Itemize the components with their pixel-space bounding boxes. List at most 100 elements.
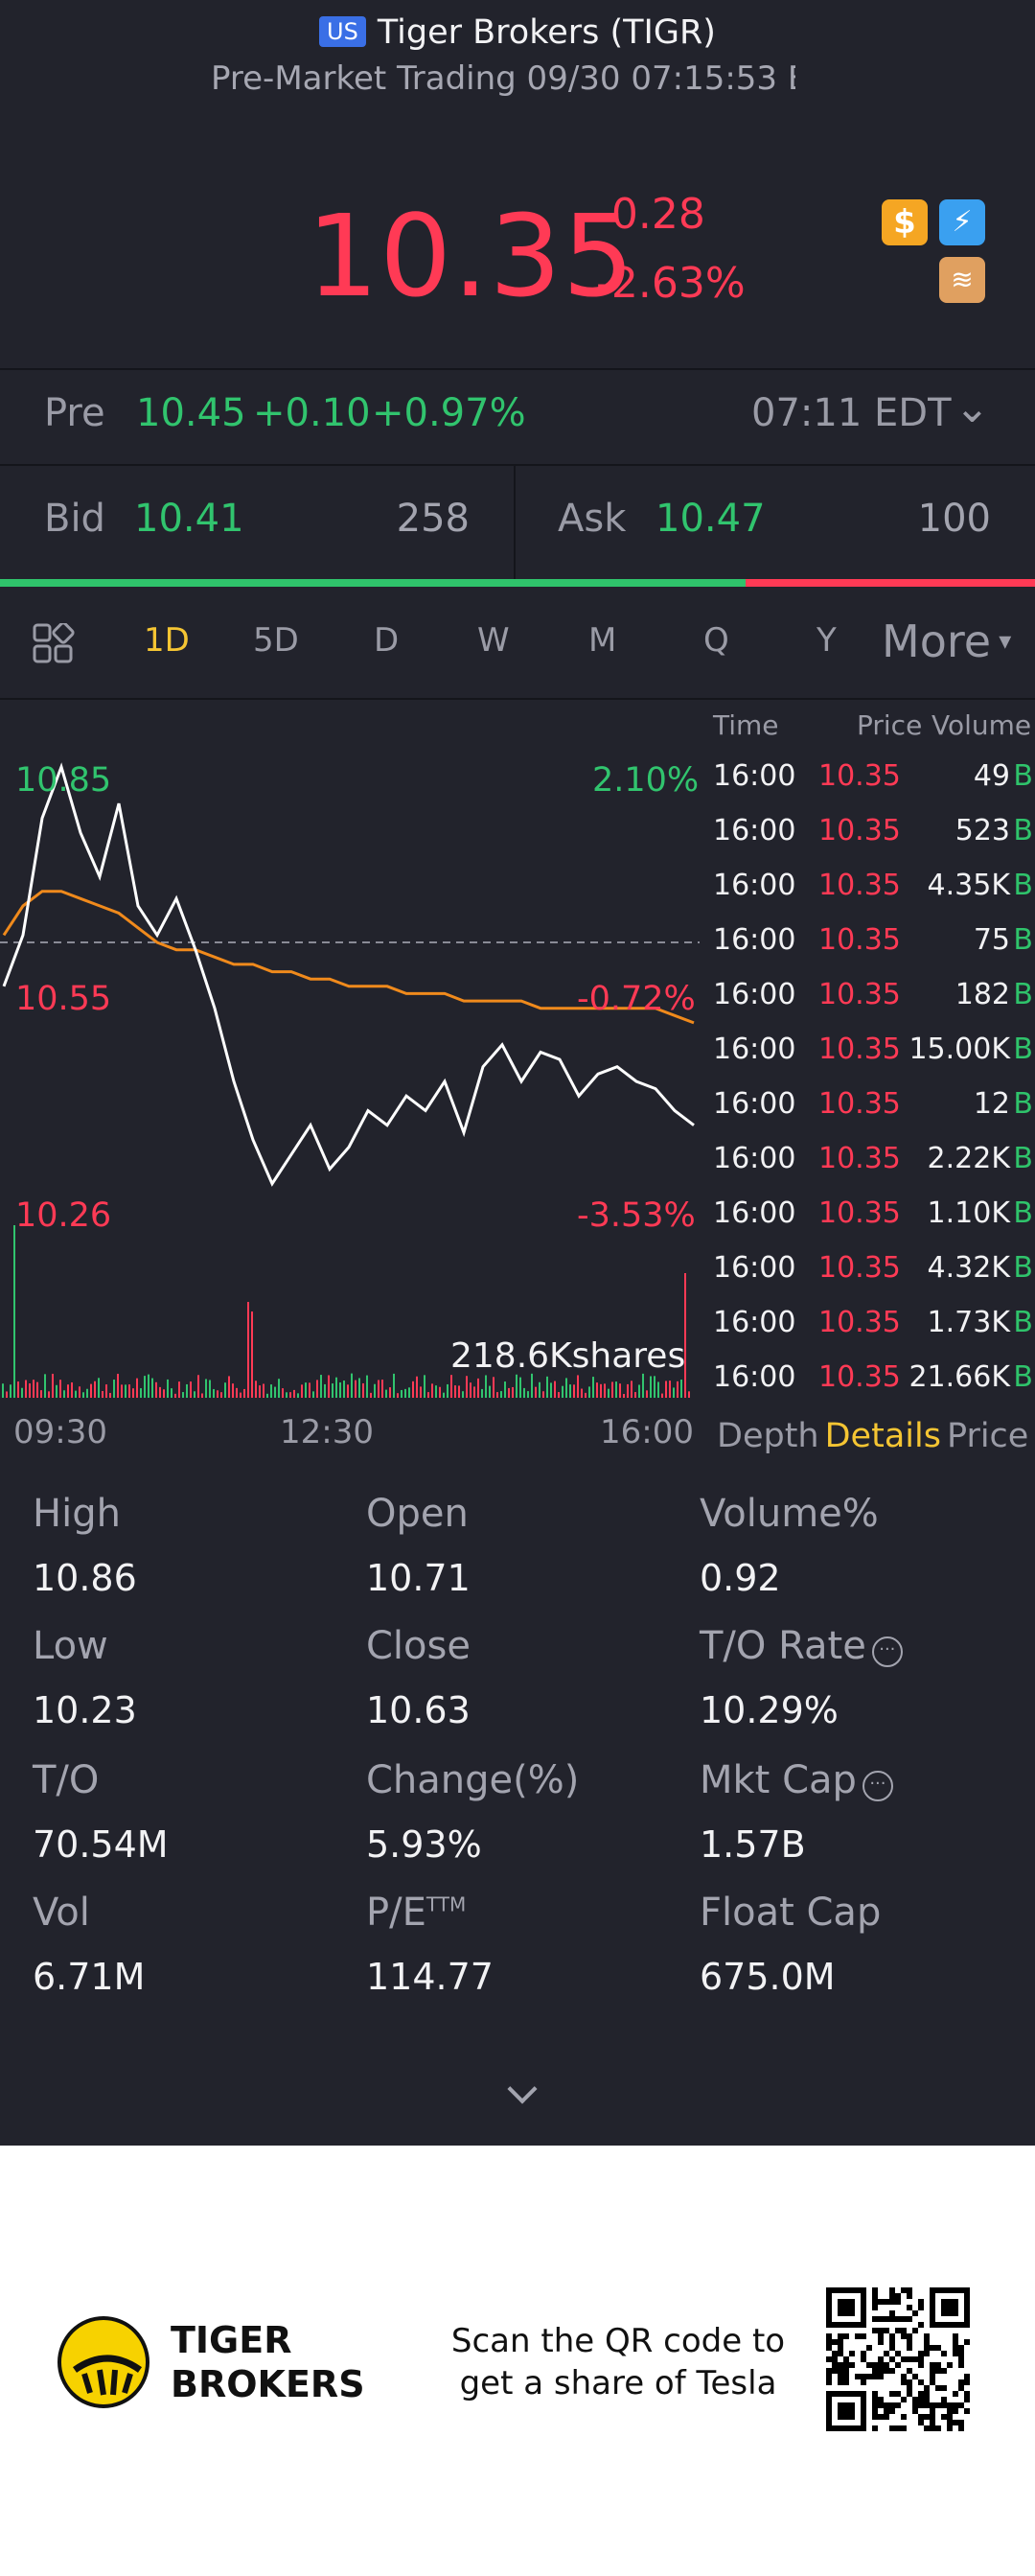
volume-bar: [63, 1390, 65, 1398]
volume-bar: [201, 1393, 203, 1398]
tick-price: 10.35: [818, 1142, 901, 1175]
tick-time: 16:00: [713, 978, 796, 1011]
volume-bar: [155, 1381, 157, 1398]
volume-bar: [638, 1384, 640, 1398]
volume-bar: [71, 1381, 73, 1398]
last-price: 10.35: [307, 190, 635, 322]
tick-volume: 12: [973, 1087, 1010, 1121]
volume-bar: [213, 1388, 215, 1398]
pe-value: 114.77: [366, 1956, 494, 1998]
ask-strength-bar: [746, 579, 1035, 587]
volume-bar: [243, 1388, 245, 1398]
volume-bar: [332, 1383, 334, 1398]
volume-bar: [366, 1375, 368, 1398]
qr-code[interactable]: [826, 2287, 970, 2431]
tick-flag: B: [1013, 814, 1033, 847]
pct-label-mid: -0.72%: [577, 980, 696, 1018]
volume-bar: [611, 1381, 613, 1398]
volume-bar: [128, 1384, 130, 1398]
tick-price: 10.35: [818, 923, 901, 957]
volume-bar: [554, 1381, 556, 1398]
tick-volume: 49: [973, 759, 1010, 793]
volume-bar: [113, 1380, 115, 1398]
tick-row: 16:00 10.35 4.32K B: [709, 1251, 1035, 1306]
tab-q[interactable]: Q: [703, 621, 729, 660]
info-icon[interactable]: ···: [862, 1771, 893, 1801]
volume-pct-label: Volume%: [700, 1492, 879, 1536]
pct-label-top: 2.10%: [592, 761, 700, 800]
tick-flag: B: [1013, 1142, 1033, 1175]
grid-icon[interactable]: [33, 623, 75, 665]
tab-price[interactable]: Price: [946, 1417, 1029, 1455]
tick-price: 10.35: [818, 978, 901, 1011]
layers-icon[interactable]: ≋: [939, 257, 985, 303]
volume-bar: [339, 1382, 341, 1398]
chevron-down-icon[interactable]: ⌄: [954, 383, 990, 432]
intraday-chart[interactable]: [0, 709, 700, 1400]
tick-flag: B: [1013, 978, 1033, 1011]
vol-label: Vol: [33, 1891, 90, 1935]
tab-more-label: More: [882, 615, 992, 667]
tab-1d[interactable]: 1D: [144, 621, 190, 660]
volume-bar: [592, 1377, 594, 1398]
tab-more[interactable]: More ▾: [882, 615, 1012, 667]
volume-bar: [48, 1391, 50, 1398]
float-cap-value: 675.0M: [700, 1956, 836, 1998]
tick-row: 16:00 10.35 12 B: [709, 1087, 1035, 1142]
volume-bar: [397, 1393, 399, 1398]
volume-bar: [182, 1392, 184, 1398]
divider: [514, 466, 516, 581]
volume-bar: [21, 1387, 23, 1398]
dollar-icon[interactable]: $: [882, 199, 928, 245]
volume-bars: [2, 1225, 690, 1398]
volume-bar: [90, 1383, 92, 1398]
volume-bar: [669, 1381, 671, 1398]
volume-bar: [477, 1378, 479, 1398]
tab-m[interactable]: M: [588, 621, 617, 660]
volume-bar: [159, 1386, 161, 1398]
volume-bar: [615, 1381, 617, 1398]
tick-volume: 15.00K: [908, 1033, 1010, 1066]
info-icon[interactable]: ···: [871, 1636, 903, 1667]
volume-bar: [427, 1392, 429, 1398]
expand-chevron-icon[interactable]: [507, 2074, 538, 2104]
volume-bar: [657, 1381, 659, 1398]
volume-bar: [312, 1391, 314, 1398]
tick-time: 16:00: [713, 1306, 796, 1339]
premarket-row[interactable]: Pre 10.45 +0.10 +0.97% 07:11 EDT ⌄: [0, 372, 1035, 464]
tick-time: 16:00: [713, 1033, 796, 1066]
volume-bar: [600, 1383, 602, 1398]
tab-d[interactable]: D: [374, 621, 400, 660]
turnover-rate-text: T/O Rate: [700, 1624, 866, 1668]
tick-flag: B: [1013, 1306, 1033, 1339]
tick-flag: B: [1013, 1033, 1033, 1066]
volume-bar: [385, 1389, 387, 1398]
close-value: 10.63: [366, 1689, 471, 1731]
tab-w[interactable]: W: [477, 621, 510, 660]
tab-details[interactable]: Details: [824, 1417, 941, 1455]
volume-bar: [512, 1386, 514, 1398]
tick-row: 16:00 10.35 15.00K B: [709, 1033, 1035, 1087]
volume-bar: [328, 1375, 330, 1398]
volume-bar: [109, 1392, 111, 1398]
tick-time: 16:00: [713, 923, 796, 957]
turnover-rate-label: T/O Rate ···: [700, 1624, 903, 1668]
tick-row: 16:00 10.35 2.22K B: [709, 1142, 1035, 1196]
tick-time: 16:00: [713, 1196, 796, 1230]
volume-bar: [665, 1381, 667, 1398]
lightning-icon[interactable]: ⚡: [939, 199, 985, 245]
tab-depth[interactable]: Depth: [717, 1417, 819, 1455]
tick-time: 16:00: [713, 1087, 796, 1121]
close-label: Close: [366, 1624, 471, 1668]
tab-5d[interactable]: 5D: [253, 621, 299, 660]
volume-bar: [194, 1391, 196, 1398]
tiger-logo-icon: [58, 2316, 150, 2408]
volume-bar: [205, 1379, 207, 1398]
tab-y[interactable]: Y: [816, 621, 837, 660]
market-badge: US: [319, 16, 366, 47]
price-change-pct: -2.63%: [596, 259, 746, 308]
volume-bar: [117, 1373, 119, 1398]
low-label: Low: [33, 1624, 108, 1668]
x-label-end: 16:00: [600, 1413, 694, 1451]
volume-bar: [654, 1376, 656, 1398]
